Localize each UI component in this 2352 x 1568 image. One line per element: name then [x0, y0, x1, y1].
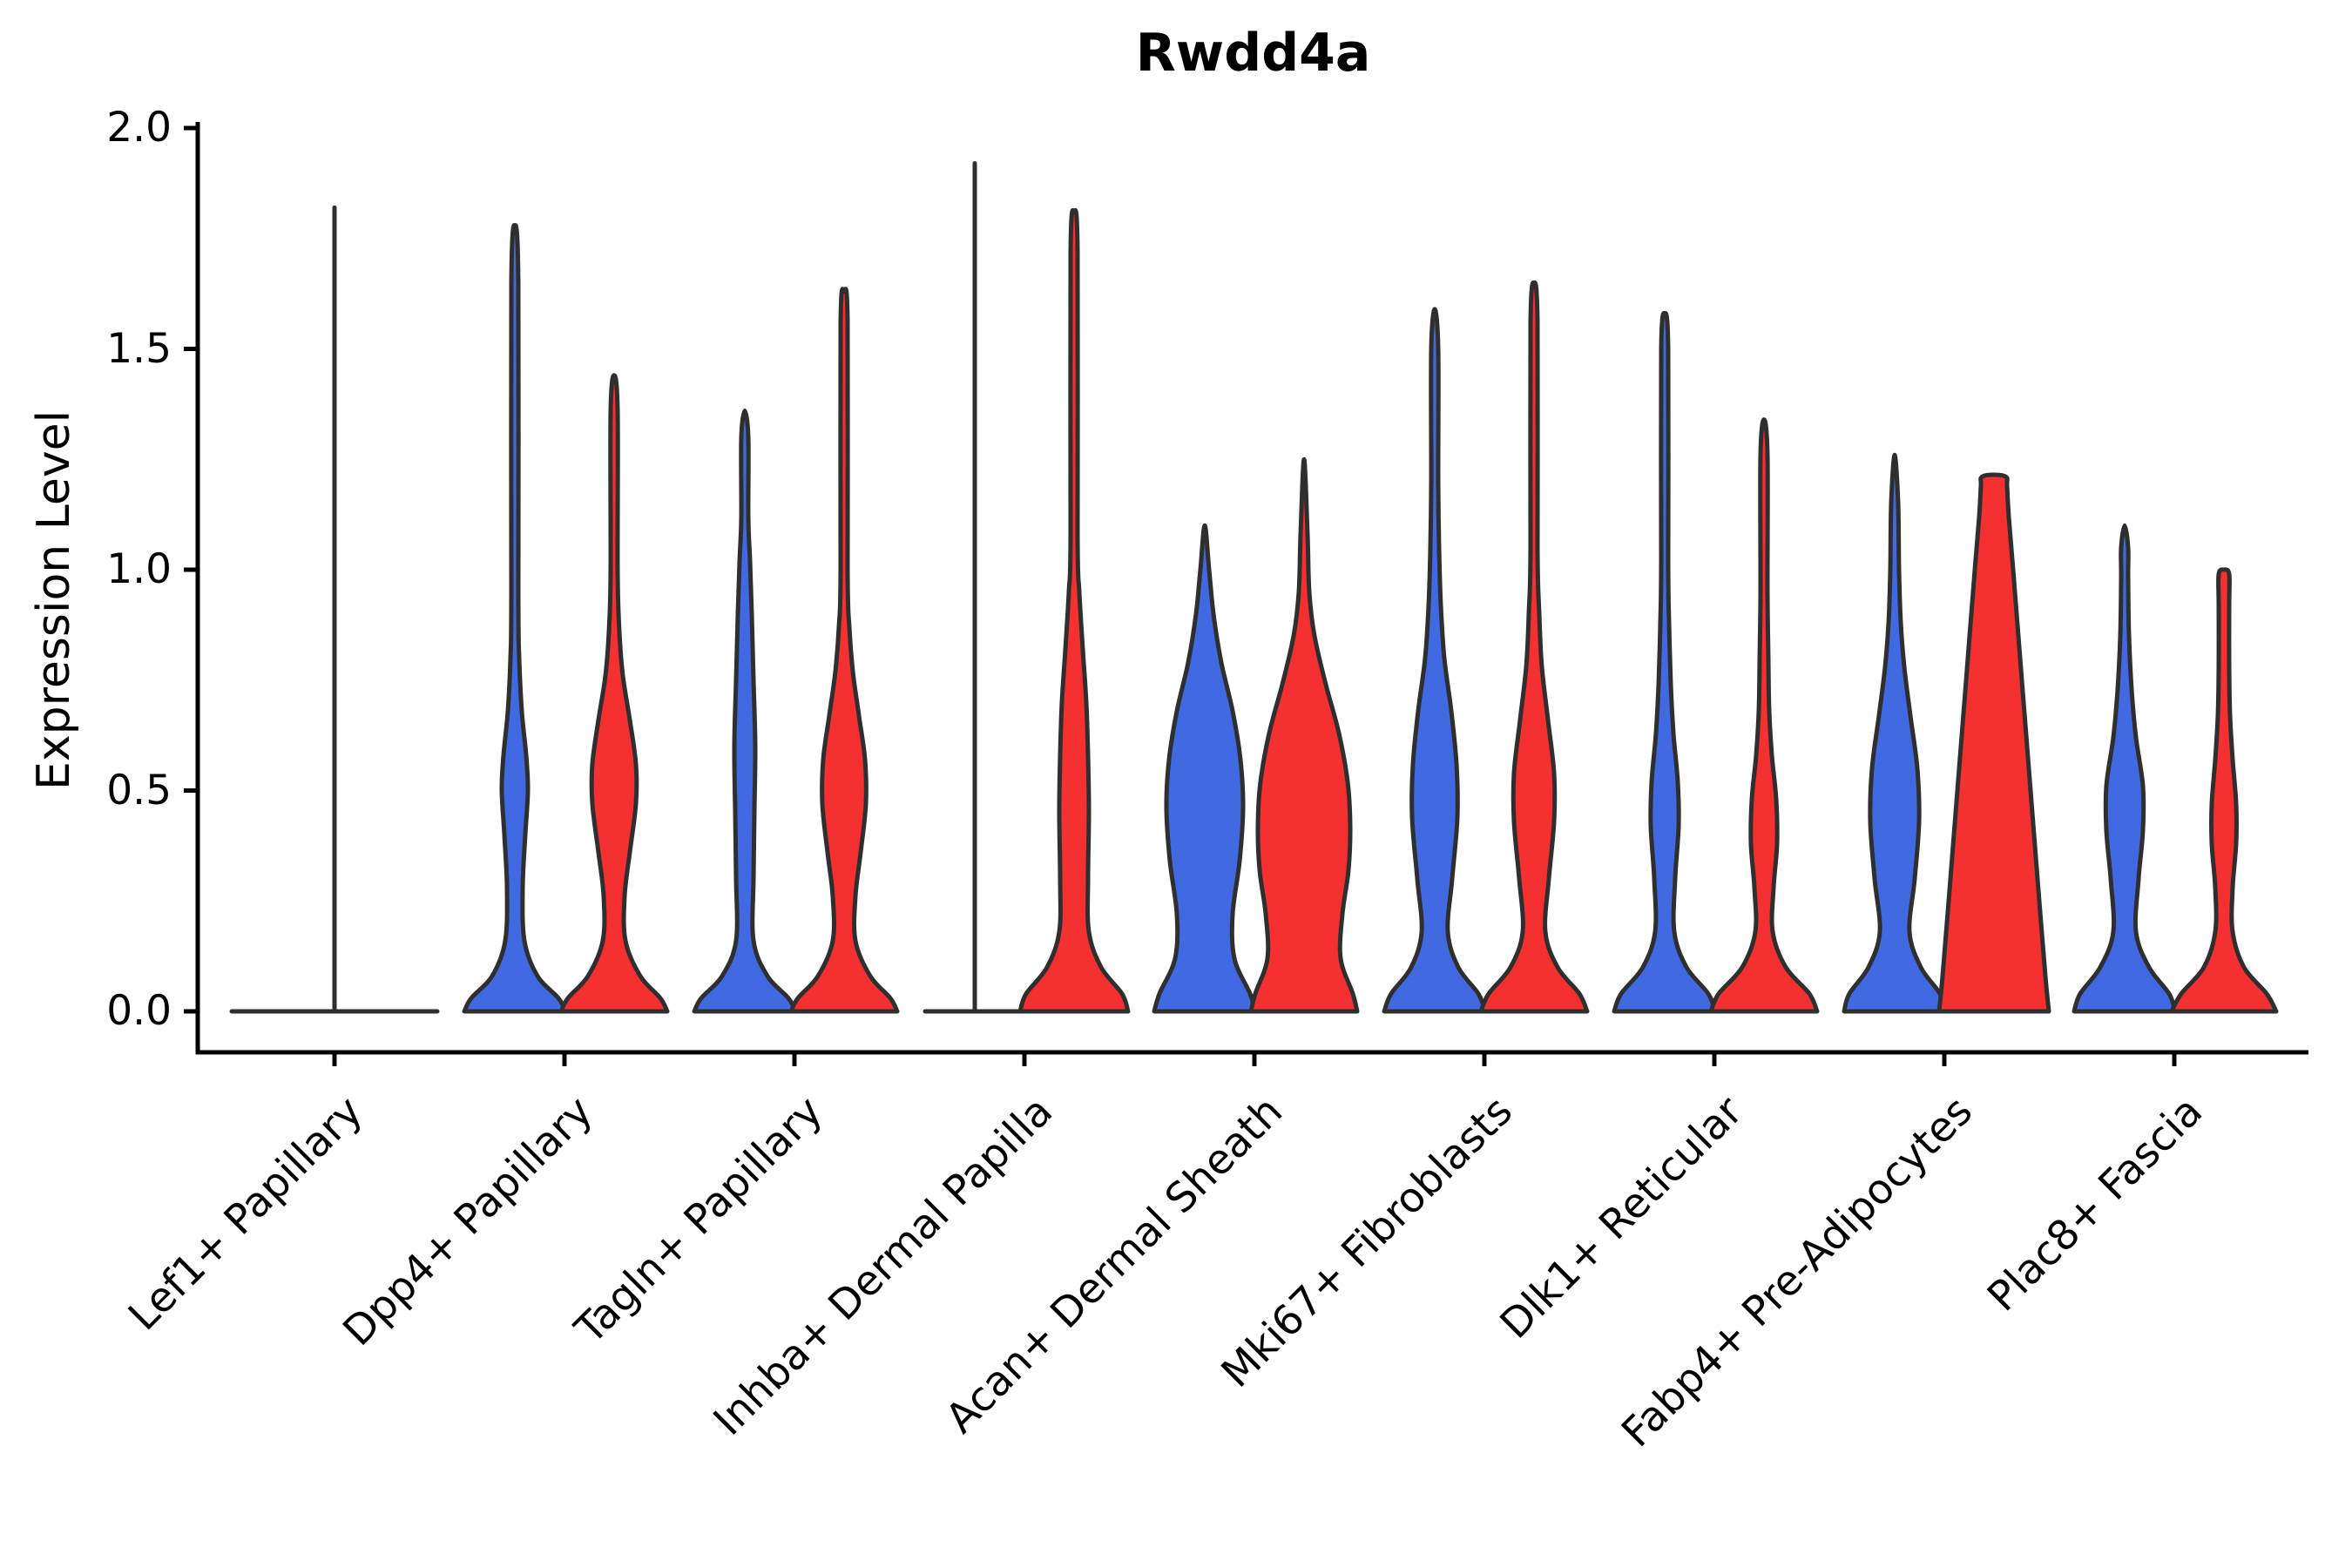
- y-tick-label-0: 0.0: [106, 987, 172, 1035]
- violin-8-blue: [2072, 523, 2178, 1014]
- violin-2-blue: [692, 409, 798, 1014]
- violin-2-red: [788, 287, 900, 1014]
- violin-8-red: [2169, 567, 2279, 1014]
- violin-6-blue: [1612, 311, 1718, 1014]
- violin-1-blue: [462, 222, 568, 1014]
- violin-6-red: [1708, 417, 1820, 1014]
- y-tick-label-4: 2.0: [106, 104, 172, 152]
- violin-7-blue: [1842, 452, 1948, 1014]
- violin-5-blue: [1382, 307, 1488, 1014]
- violin-4-red: [1248, 456, 1360, 1014]
- y-tick-label-2: 1.0: [106, 545, 172, 593]
- y-tick-label-3: 1.5: [106, 325, 172, 373]
- violin-4-blue: [1152, 523, 1258, 1014]
- violin-1-red: [558, 373, 670, 1014]
- violin-3-red: [1017, 207, 1131, 1014]
- violin-5-red: [1478, 280, 1590, 1014]
- chart-title: Rwdd4a: [1135, 23, 1371, 84]
- y-tick-label-1: 0.5: [106, 767, 172, 814]
- violin-7-red: [1936, 472, 2051, 1014]
